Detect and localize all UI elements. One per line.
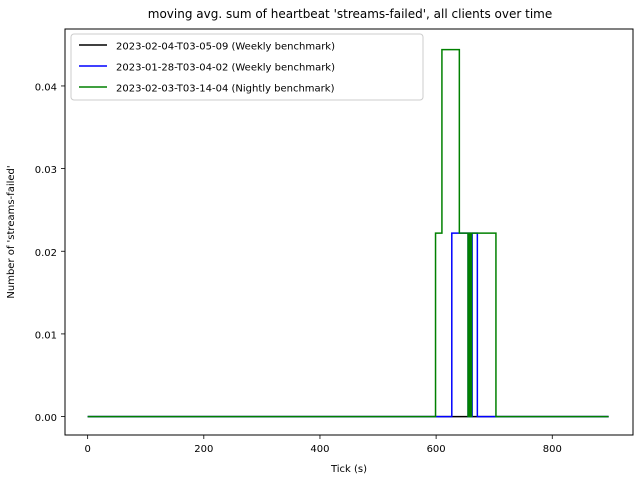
x-axis-label: Tick (s): [330, 464, 367, 475]
y-axis-label: Number of 'streams-failed': [6, 165, 17, 298]
legend: 2023-02-04-T03-05-09 (Weekly benchmark) 2…: [70, 33, 424, 101]
y-tick-label: 0.03: [35, 165, 57, 176]
series-line-2: [87, 232, 609, 418]
legend-label-1: 2023-02-04-T03-05-09 (Weekly benchmark): [116, 42, 335, 53]
x-tick-label: 200: [194, 444, 213, 455]
y-tick-label: 0.02: [35, 248, 57, 259]
x-axis-ticks: 0 200 400 600 800: [84, 435, 562, 455]
y-tick-label: 0.01: [35, 330, 57, 341]
plot-series: [87, 48, 609, 418]
legend-label-3: 2023-02-03-T03-14-04 (Nightly benchmark): [116, 84, 335, 95]
plot-frame: [64, 28, 634, 436]
chart-title: moving avg. sum of heartbeat 'streams-fa…: [148, 7, 552, 21]
y-tick-label: 0.04: [35, 82, 57, 93]
series-line-3: [87, 48, 609, 418]
legend-box: [70, 33, 424, 101]
y-axis-ticks: 0.00 0.01 0.02 0.03 0.04: [35, 82, 65, 424]
legend-label-2: 2023-01-28-T03-04-02 (Weekly benchmark): [116, 63, 335, 74]
x-tick-label: 0: [84, 444, 90, 455]
x-tick-label: 600: [427, 444, 446, 455]
x-tick-label: 400: [310, 444, 329, 455]
x-tick-label: 800: [543, 444, 562, 455]
y-tick-label: 0.00: [35, 413, 57, 424]
